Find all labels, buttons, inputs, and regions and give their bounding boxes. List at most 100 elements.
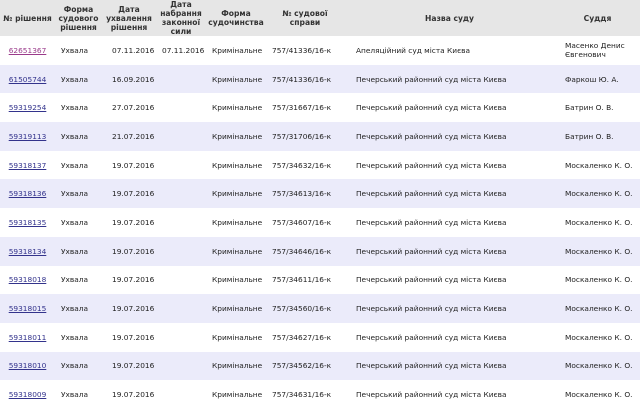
decision-number-cell: 59319113 — [0, 122, 55, 151]
case-number: 757/34560/16-к — [266, 294, 344, 323]
decision-number-cell: 59318010 — [0, 351, 55, 381]
decision-link[interactable]: 62651367 — [8, 45, 47, 55]
court-name: Апеляційний суд міста Києва — [356, 45, 471, 55]
effective-date — [156, 294, 206, 323]
decision-form: Ухвала — [55, 122, 102, 151]
decision-date: 19.07.2016 — [102, 351, 156, 381]
decision-number-cell: 59318134 — [0, 236, 55, 266]
decision-form: Ухвала — [55, 179, 102, 209]
table-row: 61505744 Ухвала 16.09.2016 Кримінальне 757/4… — [0, 64, 640, 94]
decision-link[interactable]: 59319254 — [8, 103, 47, 113]
decision-link[interactable]: 59318011 — [8, 332, 47, 342]
judge-name: Москаленко К. О. — [555, 294, 640, 323]
proceeding-form: Кримінальне — [212, 217, 263, 227]
table-row: 59318009 Ухвала 19.07.2016 Кримінальне 757/3… — [0, 380, 640, 409]
decision-form: Ухвала — [61, 275, 89, 285]
decision-link[interactable]: 59318137 — [8, 160, 47, 170]
decision-form: Ухвала — [61, 45, 89, 55]
effective-date — [156, 208, 206, 237]
judge-name: Фаркош Ю. А. — [555, 64, 640, 94]
case-number: 757/41336/16-к — [266, 64, 344, 94]
effective-date — [156, 64, 206, 94]
decision-form: Ухвала — [61, 332, 89, 342]
case-number: 757/34632/16-к — [272, 160, 332, 170]
case-number: 757/34562/16-к — [266, 351, 344, 381]
case-number: 757/34631/16-к — [272, 390, 332, 400]
decision-link[interactable]: 61505744 — [8, 74, 47, 84]
judge-name: Москаленко К. О. — [565, 160, 633, 170]
decision-link[interactable]: 59318015 — [8, 304, 47, 314]
judge-name: Москаленко К. О. — [555, 236, 640, 266]
proceeding-form: Кримінальне — [206, 351, 266, 381]
header-court-name[interactable]: Назва суду — [344, 0, 555, 36]
case-number: 757/34607/16-к — [272, 217, 332, 227]
header-judge[interactable]: Суддя — [555, 0, 640, 36]
table-row: 59318136 Ухвала 19.07.2016 Кримінальне 757/3… — [0, 179, 640, 209]
judge-name: Москаленко К. О. — [565, 332, 633, 342]
header-proceeding-form[interactable]: Форма судочинства — [206, 0, 266, 36]
decision-date: 19.07.2016 — [102, 236, 156, 266]
decision-form: Ухвала — [61, 103, 89, 113]
table-header-row: № рішення Форма судового рішення Дата ух… — [0, 0, 640, 36]
decision-number-cell: 59318135 — [0, 208, 55, 237]
proceeding-form: Кримінальне — [206, 64, 266, 94]
decision-link[interactable]: 59318134 — [8, 246, 47, 256]
judge-name: Батрин О. В. — [565, 103, 614, 113]
effective-date — [156, 93, 206, 122]
decision-date: 16.09.2016 — [102, 64, 156, 94]
court-name: Печерський районний суд міста Києва — [344, 351, 555, 381]
effective-date — [156, 151, 206, 180]
table-row: 59318137 Ухвала 19.07.2016 Кримінальне 757/3… — [0, 151, 640, 180]
decision-link[interactable]: 59318018 — [8, 275, 47, 285]
decision-form: Ухвала — [55, 64, 102, 94]
decision-date: 19.07.2016 — [112, 217, 155, 227]
decision-form: Ухвала — [61, 217, 89, 227]
table-row: 59319254 Ухвала 27.07.2016 Кримінальне 757/3… — [0, 93, 640, 122]
case-number: 757/41336/16-к — [272, 45, 332, 55]
decision-link[interactable]: 59318136 — [8, 189, 47, 199]
decision-date: 19.07.2016 — [102, 294, 156, 323]
court-name: Печерський районний суд міста Києва — [344, 236, 555, 266]
decision-form: Ухвала — [55, 294, 102, 323]
effective-date — [156, 266, 206, 295]
decision-date: 19.07.2016 — [112, 390, 155, 400]
decision-number-cell: 59319254 — [0, 93, 55, 122]
court-name: Печерський районний суд міста Києва — [344, 64, 555, 94]
judge-name: Москаленко К. О. — [555, 179, 640, 209]
decision-number-cell: 59318009 — [0, 380, 55, 409]
header-effective-date[interactable]: Дата набрання законної сили — [156, 0, 206, 36]
court-name: Печерський районний суд міста Києва — [344, 179, 555, 209]
decision-link[interactable]: 59318009 — [8, 390, 47, 400]
court-name: Печерський районний суд міста Києва — [344, 294, 555, 323]
judge-name: Москаленко К. О. — [565, 217, 633, 227]
decision-number-cell: 59318011 — [0, 323, 55, 352]
header-decision-date[interactable]: Дата ухвалення рішення — [102, 0, 156, 36]
proceeding-form: Кримінальне — [212, 275, 263, 285]
judge-name: Москаленко К. О. — [565, 390, 633, 400]
decision-form: Ухвала — [61, 160, 89, 170]
decision-link[interactable]: 59318135 — [8, 217, 47, 227]
proceeding-form: Кримінальне — [212, 332, 263, 342]
decision-form: Ухвала — [55, 236, 102, 266]
judge-name: Москаленко К. О. — [555, 351, 640, 381]
case-number: 757/34627/16-к — [272, 332, 332, 342]
effective-date — [156, 179, 206, 209]
decision-date: 27.07.2016 — [112, 103, 155, 113]
proceeding-form: Кримінальне — [206, 179, 266, 209]
header-decision-number[interactable]: № рішення — [0, 0, 55, 36]
decision-link[interactable]: 59319113 — [8, 131, 47, 141]
decision-number-cell: 61505744 — [0, 64, 55, 94]
court-name: Печерський районний суд міста Києва — [356, 390, 507, 400]
decision-date: 19.07.2016 — [112, 160, 155, 170]
decision-form: Ухвала — [61, 390, 89, 400]
decision-date: 21.07.2016 — [102, 122, 156, 151]
proceeding-form: Кримінальне — [206, 236, 266, 266]
court-name: Печерський районний суд міста Києва — [344, 122, 555, 151]
decision-link[interactable]: 59318010 — [8, 361, 47, 371]
decision-date: 19.07.2016 — [112, 275, 155, 285]
effective-date — [156, 236, 206, 266]
effective-date — [156, 380, 206, 409]
header-decision-form[interactable]: Форма судового рішення — [55, 0, 102, 36]
header-case-number[interactable]: № судової справи — [266, 0, 344, 36]
